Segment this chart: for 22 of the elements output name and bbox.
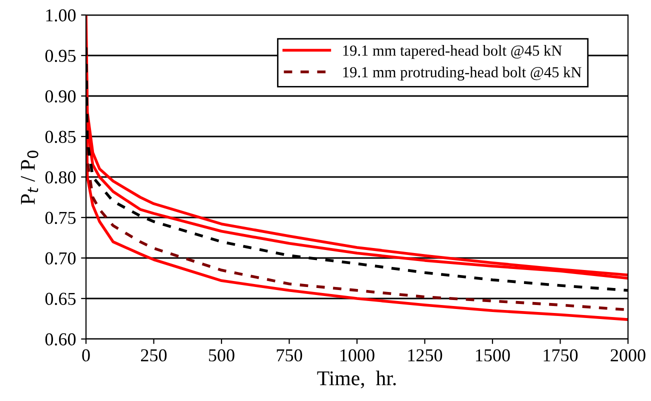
legend-label: 19.1 mm protruding-head bolt @45 kN bbox=[343, 66, 582, 81]
x-tick-label: 750 bbox=[276, 349, 302, 362]
x-axis-title: Time, hr. bbox=[317, 370, 396, 388]
x-tick-label: 500 bbox=[209, 349, 234, 362]
x-tick-label: 1500 bbox=[476, 349, 510, 362]
y-tick-label: 0.95 bbox=[45, 50, 76, 62]
y-tick-label: 1.00 bbox=[46, 9, 76, 22]
x-tick-label: 2000 bbox=[610, 349, 646, 362]
x-tick-label: 0 bbox=[82, 349, 90, 362]
y-tick-label: 0.60 bbox=[45, 333, 76, 346]
x-tick-label: 1000 bbox=[340, 349, 374, 362]
y-tick-label: 0.90 bbox=[45, 90, 76, 103]
y-tick-label: 0.70 bbox=[45, 252, 76, 265]
y-tick-label: 0.65 bbox=[45, 292, 76, 306]
x-tick-label: 1250 bbox=[408, 349, 442, 362]
y-tick-label: 0.75 bbox=[45, 212, 76, 224]
y-tick-label: 0.85 bbox=[45, 130, 76, 144]
y-tick-label: 0.80 bbox=[45, 171, 76, 184]
x-tick-label: 250 bbox=[141, 349, 167, 362]
y-axis-title: P$_{t}$ / P$_{0}$ bbox=[20, 150, 38, 204]
legend-label: 19.1 mm tapered-head bolt @45 kN bbox=[343, 45, 562, 59]
x-tick-label: 1750 bbox=[544, 349, 578, 362]
